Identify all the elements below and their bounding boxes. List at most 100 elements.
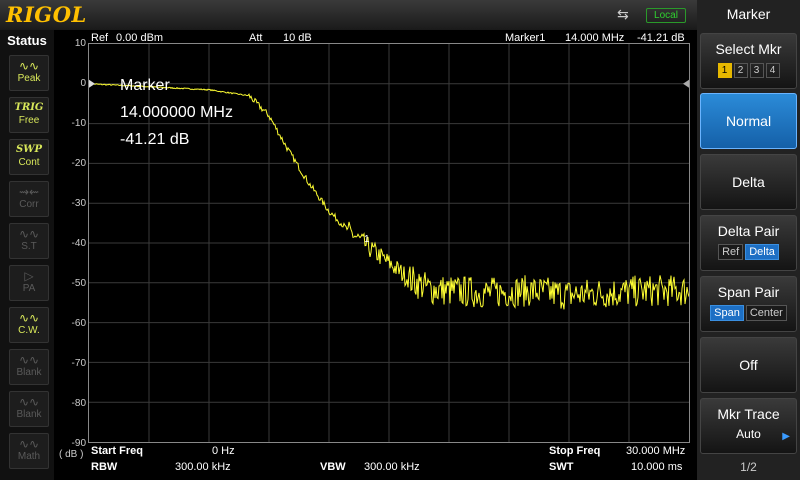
att-label: Att: [249, 32, 263, 44]
ref-level-left-arrow: [89, 79, 95, 88]
delta-pair-label: Delta Pair: [717, 223, 780, 239]
status-title: Status: [7, 33, 47, 48]
status-button-8[interactable]: ∿∿ Blank: [9, 391, 49, 427]
status-icon-1: TRIG: [14, 102, 44, 113]
status-button-6[interactable]: ∿∿ C.W.: [9, 307, 49, 343]
marker-readout-title: Marker: [120, 77, 170, 94]
marker-header-label: Marker1: [505, 32, 546, 44]
span-pair-button[interactable]: Span Pair Span Center: [700, 276, 797, 332]
status-button-4[interactable]: ∿∿ S.T: [9, 223, 49, 259]
start-freq-value: 0 Hz: [212, 445, 235, 457]
delta-button[interactable]: Delta: [700, 154, 797, 210]
ref-value: 0.00 dBm: [116, 32, 164, 44]
y-tick-label: 0: [80, 78, 86, 89]
trace-line: [89, 82, 689, 310]
span-pair-span[interactable]: Span: [710, 305, 744, 321]
status-label-3: Corr: [19, 199, 39, 210]
local-badge[interactable]: Local: [646, 8, 686, 23]
status-button-0[interactable]: ∿∿ Peak: [9, 55, 49, 91]
delta-pair-ref[interactable]: Ref: [718, 244, 744, 260]
status-button-1[interactable]: TRIG Free: [9, 97, 49, 133]
status-label-7: Blank: [16, 367, 42, 378]
mkr-option-2[interactable]: 2: [733, 63, 748, 78]
mkr-option-4[interactable]: 4: [765, 63, 780, 78]
status-button-7[interactable]: ∿∿ Blank: [9, 349, 49, 385]
status-icon-2: SWP: [16, 144, 42, 155]
status-icon-9: ∿∿: [18, 437, 40, 451]
status-label-6: C.W.: [18, 325, 40, 336]
swt-label: SWT: [549, 461, 574, 473]
y-tick-label: -40: [71, 238, 86, 249]
status-label-8: Blank: [16, 409, 42, 420]
marker-header-freq: 14.000 MHz: [565, 32, 625, 44]
y-tick-label: 10: [74, 38, 86, 49]
marker-readout: Marker 14.000000 MHz -41.21 dB: [120, 72, 233, 153]
page-indicator: 1/2: [740, 460, 757, 474]
mkr-trace-value: Auto: [736, 427, 761, 441]
status-icon-4: ∿∿: [18, 227, 40, 241]
status-icon-3: ⇝⇜: [18, 185, 40, 199]
normal-button[interactable]: Normal: [700, 93, 797, 149]
marker-1-tag[interactable]: 1: [364, 234, 370, 245]
swt-value: 10.000 ms: [631, 461, 683, 473]
normal-label: Normal: [725, 113, 772, 129]
status-icon-8: ∿∿: [18, 395, 40, 409]
y-tick-label: -80: [71, 398, 86, 409]
y-tick-label: -30: [71, 198, 86, 209]
rigol-logo: RIGOL: [6, 2, 87, 27]
y-tick-label: -90: [71, 438, 86, 449]
mkr-option-1[interactable]: 1: [717, 63, 732, 78]
status-button-9[interactable]: ∿∿ Math: [9, 433, 49, 469]
y-tick-label: -10: [71, 118, 86, 129]
span-pair-center[interactable]: Center: [745, 305, 787, 321]
status-button-2[interactable]: SWP Cont: [9, 139, 49, 175]
status-icon-7: ∿∿: [18, 353, 40, 367]
marker-header-level: -41.21 dB: [637, 32, 685, 44]
off-button[interactable]: Off: [700, 337, 797, 393]
status-label-9: Math: [17, 451, 41, 462]
marker-readout-freq: 14.000000 MHz: [120, 104, 233, 121]
select-mkr-label: Select Mkr: [715, 41, 782, 57]
delta-pair-delta[interactable]: Delta: [745, 244, 779, 260]
status-label-4: S.T: [21, 241, 37, 252]
triangle-right-icon: ▶: [782, 431, 790, 442]
status-icon-6: ∿∿: [18, 311, 40, 325]
rbw-value: 300.00 kHz: [175, 461, 231, 473]
status-label-1: Free: [18, 115, 40, 126]
status-button-3[interactable]: ⇝⇜ Corr: [9, 181, 49, 217]
spectrum-plot[interactable]: 1: [88, 43, 690, 443]
stop-freq-label: Stop Freq: [549, 445, 601, 457]
delta-label: Delta: [732, 174, 765, 190]
stop-freq-value: 30.000 MHz: [626, 445, 686, 457]
y-axis-unit: ( dB ): [59, 449, 84, 460]
att-value: 10 dB: [283, 32, 312, 44]
menu-title: Marker: [726, 6, 771, 22]
rbw-label: RBW: [91, 461, 118, 473]
status-icon-5: ▷: [24, 269, 34, 283]
usb-icon: ⇆: [617, 6, 629, 22]
mkr-trace-label: Mkr Trace: [717, 406, 780, 422]
span-pair-label: Span Pair: [717, 284, 780, 300]
vbw-label: VBW: [320, 461, 346, 473]
status-label-0: Peak: [17, 73, 41, 84]
vbw-value: 300.00 kHz: [364, 461, 420, 473]
span-pair-options: Span Center: [701, 303, 796, 321]
y-tick-label: -60: [71, 318, 86, 329]
ref-label: Ref: [91, 32, 109, 44]
y-tick-label: -50: [71, 278, 86, 289]
spectrum-svg: 1: [89, 44, 689, 442]
delta-pair-button[interactable]: Delta Pair Ref Delta: [700, 215, 797, 271]
status-icon-0: ∿∿: [18, 59, 40, 73]
status-button-5[interactable]: ▷ PA: [9, 265, 49, 301]
mkr-option-3[interactable]: 3: [749, 63, 764, 78]
y-tick-label: -20: [71, 158, 86, 169]
marker-readout-level: -41.21 dB: [120, 131, 190, 148]
off-label: Off: [739, 357, 758, 373]
y-tick-label: -70: [71, 358, 86, 369]
status-label-5: PA: [22, 283, 36, 294]
ref-level-right-arrow: [683, 79, 689, 88]
status-label-2: Cont: [18, 157, 40, 168]
mkr-trace-button[interactable]: Mkr Trace Auto ▶: [700, 398, 797, 454]
delta-pair-options: Ref Delta: [701, 242, 796, 260]
